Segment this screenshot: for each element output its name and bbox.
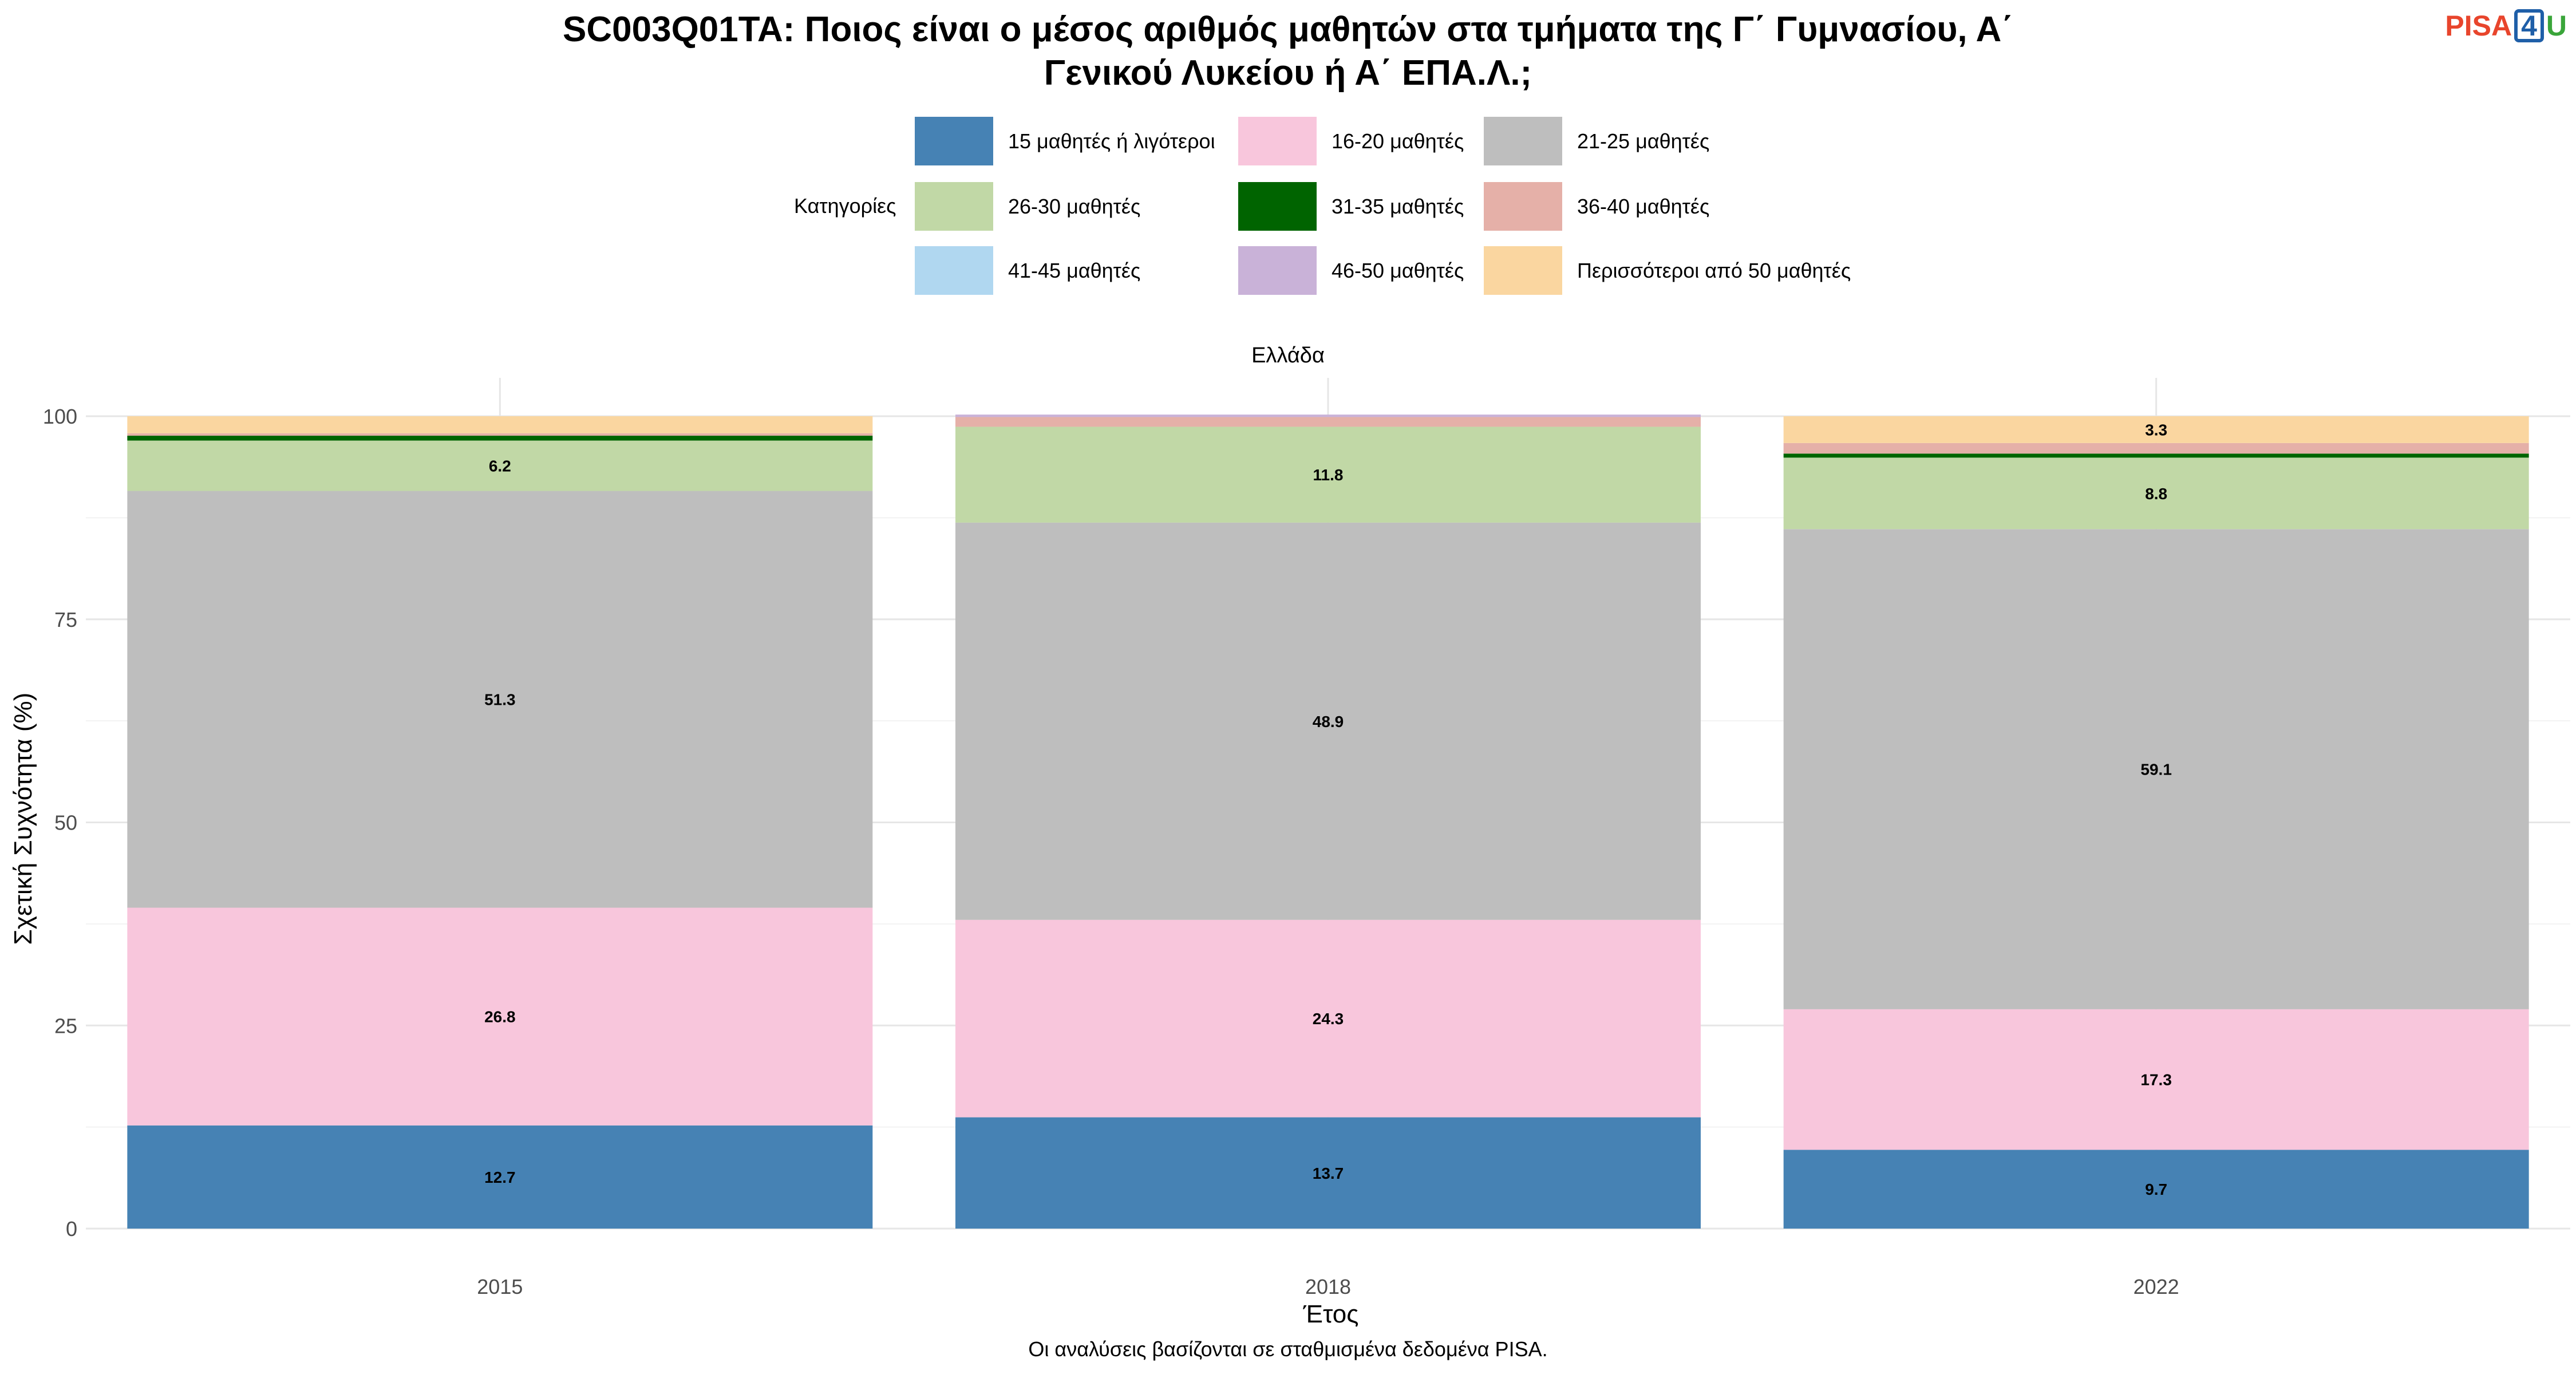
legend-label: Περισσότεροι από 50 μαθητές <box>1577 258 1851 282</box>
bar-segment <box>955 414 1701 417</box>
logo-u-text: U <box>2546 10 2567 42</box>
bar-value-label: 3.3 <box>2145 421 2167 439</box>
legend-swatch <box>915 246 993 295</box>
bar-segment <box>127 416 873 433</box>
x-tick-label: 2018 <box>1305 1275 1351 1298</box>
bar-segment <box>127 491 873 908</box>
title-line-2: Γενικού Λυκείου ή Α΄ ΕΠΑ.Λ.; <box>1044 53 1532 93</box>
legend-swatch <box>1484 246 1562 295</box>
bar-value-label: 24.3 <box>1313 1010 1344 1028</box>
legend-item-more-than-50: Περισσότεροι από 50 μαθητές <box>1484 246 1851 295</box>
legend-label: 15 μαθητές ή λιγότεροι <box>1008 129 1215 153</box>
bar-value-label: 11.8 <box>1313 466 1344 484</box>
bar-segment <box>127 440 873 491</box>
pisa4u-logo: PISA 4 U <box>2445 9 2567 42</box>
bar-segment <box>1783 416 2529 443</box>
legend-item-26-30: 26-30 μαθητές <box>915 182 1140 231</box>
legend-label: 46-50 μαθητές <box>1332 258 1464 282</box>
legend-swatch <box>915 117 993 165</box>
legend-label: 21-25 μαθητές <box>1577 129 1710 153</box>
legend-item-16-20: 16-20 μαθητές <box>1238 117 1464 165</box>
bar-segment <box>1783 1150 2529 1229</box>
y-tick-label: 0 <box>66 1217 77 1241</box>
bar-labels: 12.7 26.8 51.3 6.2 13.7 24.3 48.9 11.8 9.7 17.3 59… <box>484 421 2172 1198</box>
bar-segment <box>127 1125 873 1229</box>
page-title: SC003Q01TA: Ποιος είναι ο μέσος αριθμός … <box>0 8 2576 95</box>
bars <box>127 414 2529 1229</box>
legend-item-36-40: 36-40 μαθητές <box>1484 182 1709 231</box>
bar-segment <box>955 522 1701 920</box>
bar-segment <box>955 919 1701 1118</box>
bar-value-label: 6.2 <box>489 457 511 475</box>
legend-title: Κατηγορίες <box>794 194 896 218</box>
legend-item-31-35: 31-35 μαθητές <box>1238 182 1464 231</box>
legend-label: 26-30 μαθητές <box>1008 194 1141 218</box>
bar-value-label: 13.7 <box>1313 1164 1344 1182</box>
legend-swatch <box>1238 246 1317 295</box>
bar-segment <box>1783 1009 2529 1150</box>
legend-swatch <box>1484 182 1562 231</box>
y-tick-label: 100 <box>43 405 77 428</box>
y-axis-label: Σχετική Συχνότητα (%) <box>9 693 37 945</box>
y-tick-label: 50 <box>54 811 77 835</box>
legend-label: 41-45 μαθητές <box>1008 258 1141 282</box>
bar-value-label: 17.3 <box>2140 1071 2172 1089</box>
bar-segment <box>1783 453 2529 458</box>
legend-swatch <box>1238 117 1317 165</box>
legend-label: 31-35 μαθητές <box>1332 194 1464 218</box>
logo-pisa-text: PISA <box>2445 10 2512 42</box>
bar-segment <box>127 907 873 1126</box>
legend-label: 16-20 μαθητές <box>1332 129 1464 153</box>
bar-value-label: 59.1 <box>2140 761 2172 779</box>
bar-segment <box>955 417 1701 427</box>
bar-value-label: 26.8 <box>484 1008 516 1026</box>
legend-item-41-45: 41-45 μαθητές <box>915 246 1140 295</box>
legend-swatch <box>1238 182 1317 231</box>
bar-value-label: 48.9 <box>1313 713 1344 731</box>
title-line-1: SC003Q01TA: Ποιος είναι ο μέσος αριθμός … <box>563 10 2013 49</box>
legend-swatch <box>1484 117 1562 165</box>
x-ticks: 2015 2018 2022 <box>477 1275 2179 1298</box>
bar-segment <box>1783 529 2529 1009</box>
caption: Οι αναλύσεις βασίζονται σε σταθμισμένα δ… <box>1028 1337 1548 1361</box>
bar-value-label: 8.8 <box>2145 485 2167 503</box>
bar-segment <box>1783 457 2529 530</box>
y-ticks: 0 25 50 75 100 <box>43 405 77 1241</box>
bar-value-label: 51.3 <box>484 691 516 709</box>
bar-value-label: 9.7 <box>2145 1180 2167 1198</box>
bar-segment <box>127 436 873 441</box>
bar-segment <box>955 427 1701 523</box>
x-tick-label: 2015 <box>477 1275 523 1298</box>
bar-value-label: 12.7 <box>484 1168 516 1186</box>
legend-item-15-or-fewer: 15 μαθητές ή λιγότεροι <box>915 117 1215 165</box>
legend-item-21-25: 21-25 μαθητές <box>1484 117 1709 165</box>
facet-label: Ελλάδα <box>1251 344 1325 368</box>
x-axis-label: Έτος <box>1303 1300 1359 1328</box>
logo-four-text: 4 <box>2514 9 2544 42</box>
bar-segment <box>1783 443 2529 454</box>
x-tick-label: 2022 <box>2134 1275 2179 1298</box>
legend-item-46-50: 46-50 μαθητές <box>1238 246 1464 295</box>
y-tick-label: 75 <box>54 608 77 631</box>
legend-swatch <box>915 182 993 231</box>
bar-segment <box>955 1117 1701 1229</box>
y-tick-label: 25 <box>54 1014 77 1037</box>
bar-segment <box>127 433 873 436</box>
legend-label: 36-40 μαθητές <box>1577 194 1710 218</box>
